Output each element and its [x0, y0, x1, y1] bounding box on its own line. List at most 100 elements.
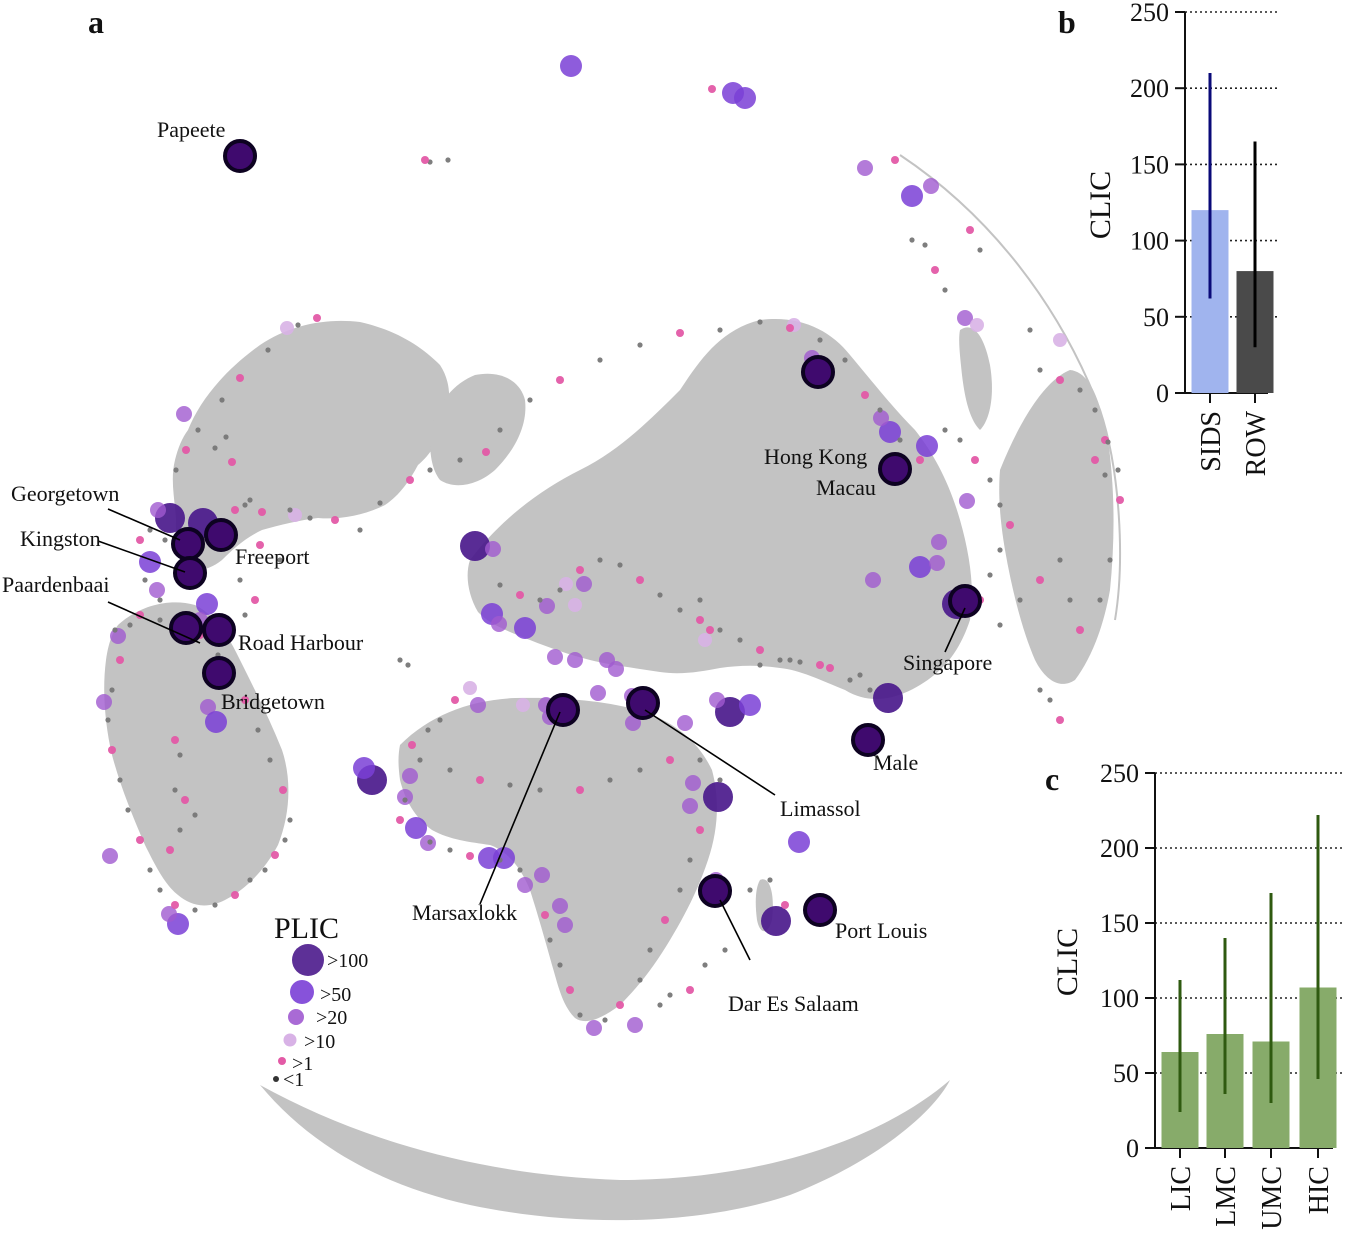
globe-outer-rim — [899, 154, 1121, 621]
y-tick-label: 50 — [1113, 1059, 1139, 1088]
coastal-port-dot — [247, 877, 253, 883]
coastal-port-dot — [212, 902, 218, 908]
port-marker — [539, 598, 555, 614]
coastal-port-dot — [997, 622, 1003, 628]
coastal-port-dot — [966, 226, 974, 234]
x-tick-label-hic: HIC — [1304, 1166, 1335, 1214]
port-marker — [150, 502, 166, 518]
coastal-port-dot — [667, 992, 673, 998]
panel-b-bars — [1191, 72, 1274, 393]
coastal-port-dot — [408, 741, 416, 749]
coastal-port-dot — [541, 911, 549, 919]
label-leader-lines — [97, 508, 966, 961]
port-marker — [205, 711, 227, 733]
coastal-port-dot — [931, 266, 939, 274]
panel-letter-b: b — [1058, 4, 1076, 40]
major-port-marker-bridgetown — [202, 656, 236, 690]
coastal-port-dot — [657, 1002, 663, 1008]
coastal-port-dot — [105, 717, 111, 723]
major-port-marker-port-louis — [803, 893, 837, 927]
y-tick-label: 0 — [1126, 1134, 1139, 1163]
panel-c-income-groups: c 0 50 100 150 200 250 LIC LMC UMC HIC CLIC — [1045, 759, 1345, 1230]
legend-swatch-gt20 — [288, 1009, 304, 1025]
panel-a-map: a — [2, 4, 1124, 1221]
coastal-port-dot — [136, 536, 144, 544]
port-marker — [470, 697, 486, 713]
port-marker — [576, 576, 592, 592]
coastal-port-dot — [427, 839, 433, 845]
coastal-port-dot — [1056, 716, 1064, 724]
label-dar-es-salaam: Dar Es Salaam — [728, 991, 859, 1016]
port-marker — [873, 410, 889, 426]
major-port-marker-paardenbaai — [169, 611, 203, 645]
port-marker — [517, 877, 533, 893]
coastal-port-dot — [942, 287, 948, 293]
label-road-harbour: Road Harbour — [238, 630, 364, 655]
coastal-port-dot — [1017, 597, 1023, 603]
port-marker — [970, 318, 984, 332]
coastal-port-dot — [112, 627, 118, 633]
coastal-port-dot — [497, 427, 503, 433]
label-freeport: Freeport — [235, 544, 310, 569]
port-marker — [909, 556, 931, 578]
port-marker — [931, 534, 947, 550]
coastal-port-dot — [517, 867, 523, 873]
panel-c-y-axis-label: CLIC — [1051, 928, 1084, 996]
major-port-marker-dar-es-salaam — [698, 874, 732, 908]
landmass-greenland — [430, 373, 526, 486]
port-marker — [761, 906, 791, 936]
coastal-port-dot — [1037, 687, 1043, 693]
coastal-port-dot — [147, 527, 153, 533]
port-marker — [547, 649, 563, 665]
coastal-port-dot — [597, 557, 603, 563]
leader-limassol — [644, 709, 776, 796]
legend-title: PLIC — [274, 912, 339, 945]
coastal-port-dot — [242, 612, 248, 618]
coastal-port-dot — [147, 867, 153, 873]
port-marker — [682, 798, 698, 814]
port-marker — [627, 1017, 643, 1033]
coastal-port-dot — [1077, 387, 1083, 393]
coastal-port-dot — [666, 756, 674, 764]
coastal-port-dot — [237, 577, 243, 583]
port-marker — [405, 817, 427, 839]
y-tick-label: 0 — [1156, 379, 1169, 408]
coastal-port-dot — [157, 887, 163, 893]
coastal-port-dot — [637, 977, 643, 983]
landmass-australia — [999, 370, 1114, 684]
leader-georgetown — [107, 508, 181, 541]
coastal-port-dot — [125, 807, 131, 813]
landmass-antarctica — [260, 1080, 950, 1221]
coastal-port-dot — [1102, 472, 1108, 478]
coastal-port-dot — [397, 657, 403, 663]
coastal-port-dot — [177, 752, 183, 758]
port-marker — [560, 55, 582, 77]
legend-swatch-gt50 — [290, 980, 314, 1004]
coastal-port-dot — [957, 437, 963, 443]
landmass-north-america — [172, 320, 450, 571]
coastal-port-dot — [661, 916, 669, 924]
coastal-port-dot — [287, 817, 293, 823]
port-marker — [625, 715, 641, 731]
coastal-port-dot — [116, 656, 124, 664]
coastal-port-dot — [857, 672, 863, 678]
coastal-port-dot — [282, 837, 288, 843]
coastal-port-dot — [767, 877, 773, 883]
coastal-port-dot — [255, 727, 261, 733]
port-marker — [923, 178, 939, 194]
port-marker — [196, 593, 218, 615]
coastal-port-dot — [437, 717, 443, 723]
leader-marsaxlokk — [479, 711, 561, 905]
coastal-port-dot — [136, 836, 144, 844]
coastal-port-dot — [157, 597, 163, 603]
port-marker — [557, 917, 573, 933]
x-tick-label-umc: UMC — [1257, 1166, 1288, 1230]
coastal-port-dot — [231, 891, 239, 899]
port-marker — [873, 683, 903, 713]
coastal-port-dot — [757, 662, 763, 668]
coastal-port-dot — [251, 596, 259, 604]
port-marker — [734, 87, 756, 109]
coastal-port-dot — [108, 746, 116, 754]
coastal-port-dot — [987, 572, 993, 578]
